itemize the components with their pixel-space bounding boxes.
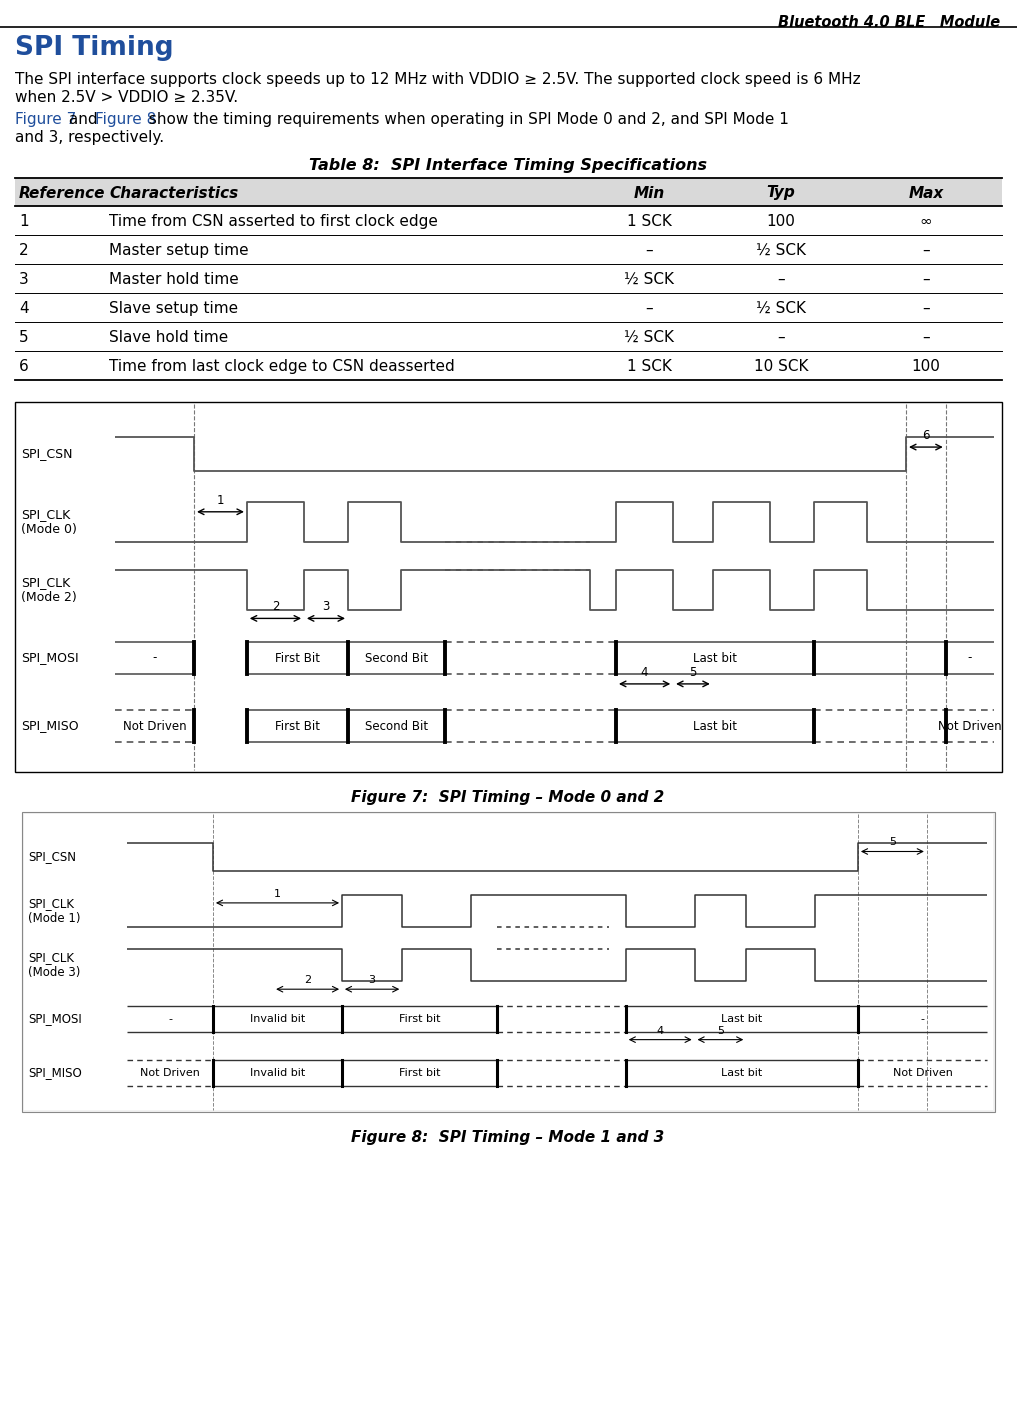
Text: Not Driven: Not Driven	[123, 720, 186, 733]
Text: Figure 8:  SPI Timing – Mode 1 and 3: Figure 8: SPI Timing – Mode 1 and 3	[352, 1130, 665, 1146]
Text: 1: 1	[19, 214, 28, 230]
Text: Slave hold time: Slave hold time	[109, 330, 228, 345]
Text: ½ SCK: ½ SCK	[624, 330, 674, 345]
Text: show the timing requirements when operating in SPI Mode 0 and 2, and SPI Mode 1: show the timing requirements when operat…	[144, 111, 789, 127]
Text: Master hold time: Master hold time	[109, 272, 239, 287]
Text: 1 SCK: 1 SCK	[626, 359, 671, 373]
Text: SPI_MOSI: SPI_MOSI	[28, 1013, 81, 1026]
Text: –: –	[922, 302, 930, 316]
Text: 6: 6	[922, 430, 930, 442]
Text: –: –	[645, 302, 653, 316]
Text: Not Driven: Not Driven	[893, 1068, 953, 1078]
Text: ½ SCK: ½ SCK	[624, 272, 674, 287]
Text: Typ: Typ	[767, 186, 795, 200]
Text: 100: 100	[911, 359, 941, 373]
Text: Invalid bit: Invalid bit	[250, 1068, 305, 1078]
Text: Last bit: Last bit	[693, 651, 737, 665]
Text: SPI_CLK
(Mode 0): SPI_CLK (Mode 0)	[21, 509, 77, 535]
Text: when 2.5V > VDDIO ≥ 2.35V.: when 2.5V > VDDIO ≥ 2.35V.	[15, 90, 238, 106]
Text: and 3, respectively.: and 3, respectively.	[15, 130, 164, 145]
Text: ½ SCK: ½ SCK	[756, 242, 806, 258]
Text: 6: 6	[19, 359, 28, 373]
Text: First Bit: First Bit	[275, 651, 320, 665]
Text: SPI_MISO: SPI_MISO	[21, 720, 78, 733]
Text: -: -	[920, 1014, 924, 1024]
Text: 4: 4	[19, 302, 28, 316]
Text: 100: 100	[767, 214, 795, 230]
Text: Reference: Reference	[19, 186, 106, 200]
Text: Figure 8: Figure 8	[95, 111, 157, 127]
Text: –: –	[645, 242, 653, 258]
Text: 3: 3	[19, 272, 28, 287]
Text: 10 SCK: 10 SCK	[754, 359, 809, 373]
Text: 1 SCK: 1 SCK	[626, 214, 671, 230]
Text: –: –	[777, 272, 785, 287]
Text: SPI_CLK
(Mode 1): SPI_CLK (Mode 1)	[28, 898, 80, 924]
Text: 4: 4	[657, 1026, 664, 1036]
Text: 5: 5	[889, 837, 896, 847]
Text: Table 8:  SPI Interface Timing Specifications: Table 8: SPI Interface Timing Specificat…	[309, 158, 707, 173]
Text: First bit: First bit	[399, 1014, 440, 1024]
Text: Slave setup time: Slave setup time	[109, 302, 238, 316]
Text: 1: 1	[217, 493, 224, 507]
Text: The SPI interface supports clock speeds up to 12 MHz with VDDIO ≥ 2.5V. The supp: The SPI interface supports clock speeds …	[15, 72, 860, 87]
Text: Last bit: Last bit	[721, 1014, 763, 1024]
Text: Second Bit: Second Bit	[365, 720, 428, 733]
Text: Last bit: Last bit	[721, 1068, 763, 1078]
Bar	[15, 178, 1002, 206]
Text: -: -	[168, 1014, 172, 1024]
Bar	[22, 812, 995, 1112]
Text: ½ SCK: ½ SCK	[756, 302, 806, 316]
Text: Not Driven: Not Driven	[140, 1068, 200, 1078]
Text: 5: 5	[690, 666, 697, 679]
Text: 4: 4	[641, 666, 649, 679]
Text: –: –	[777, 330, 785, 345]
Text: SPI_CSN: SPI_CSN	[28, 851, 76, 864]
Text: Figure 7:  SPI Timing – Mode 0 and 2: Figure 7: SPI Timing – Mode 0 and 2	[352, 790, 665, 805]
Text: First Bit: First Bit	[275, 720, 320, 733]
Text: Bluetooth 4.0 BLE Module: Bluetooth 4.0 BLE Module	[778, 15, 1000, 30]
Bar	[24, 814, 993, 1110]
Text: Time from CSN asserted to first clock edge: Time from CSN asserted to first clock ed…	[109, 214, 438, 230]
Text: ∞: ∞	[919, 214, 933, 230]
Text: 3: 3	[368, 975, 375, 985]
Text: SPI_CLK
(Mode 2): SPI_CLK (Mode 2)	[21, 576, 76, 604]
Text: -: -	[967, 651, 972, 665]
Text: –: –	[922, 242, 930, 258]
Text: Last bit: Last bit	[693, 720, 737, 733]
Text: Figure 7: Figure 7	[15, 111, 76, 127]
Text: 2: 2	[304, 975, 311, 985]
Text: Max: Max	[908, 186, 944, 200]
Text: SPI_MISO: SPI_MISO	[28, 1067, 81, 1079]
Text: Master setup time: Master setup time	[109, 242, 248, 258]
Text: 5: 5	[717, 1026, 724, 1036]
Text: SPI_CLK
(Mode 3): SPI_CLK (Mode 3)	[28, 951, 80, 979]
Text: 1: 1	[274, 889, 281, 899]
Text: Invalid bit: Invalid bit	[250, 1014, 305, 1024]
Text: Not Driven: Not Driven	[938, 720, 1002, 733]
Text: Min: Min	[634, 186, 665, 200]
Text: Time from last clock edge to CSN deasserted: Time from last clock edge to CSN deasser…	[109, 359, 455, 373]
Text: and: and	[64, 111, 103, 127]
Text: First bit: First bit	[399, 1068, 440, 1078]
Text: 3: 3	[322, 600, 330, 613]
Text: SPI_MOSI: SPI_MOSI	[21, 651, 78, 665]
Text: –: –	[922, 272, 930, 287]
Text: –: –	[922, 330, 930, 345]
Text: 5: 5	[19, 330, 28, 345]
Text: SPI Timing: SPI Timing	[15, 35, 174, 61]
Bar	[15, 402, 1002, 772]
Text: SPI_CSN: SPI_CSN	[21, 448, 72, 461]
Text: -: -	[153, 651, 157, 665]
Text: Second Bit: Second Bit	[365, 651, 428, 665]
Text: 2: 2	[272, 600, 280, 613]
Text: 2: 2	[19, 242, 28, 258]
Text: Characteristics: Characteristics	[109, 186, 238, 200]
